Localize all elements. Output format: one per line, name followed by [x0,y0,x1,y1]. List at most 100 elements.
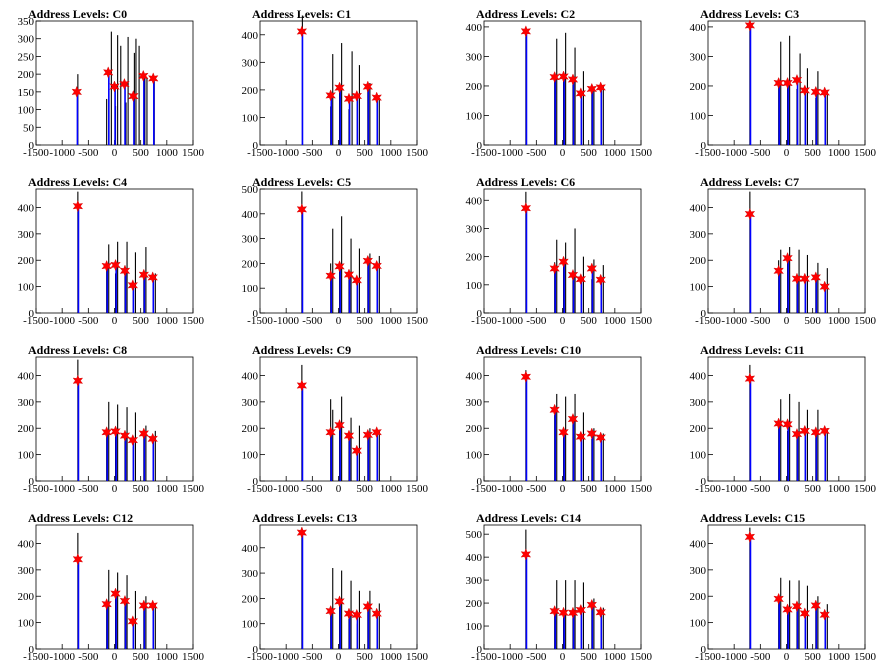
peak-marker [575,273,587,286]
y-tick-label: 200 [690,81,707,93]
y-tick-label: 300 [690,565,707,577]
peak-marker [567,268,579,281]
peak-marker [575,603,587,616]
peak-marker [520,370,532,383]
plot-frame [707,188,866,314]
y-tick-label: 100 [18,618,35,630]
y-tick-label: 200 [466,252,483,264]
x-tick-label: 0 [336,315,342,327]
y-tick-label: 200 [18,423,35,435]
chart-panel: Address Levels: C11 0 100 200 300 400 -1500 -10… [672,336,896,504]
y-tick-label: 0 [477,308,483,320]
peak-marker [362,428,374,441]
x-tick-label: -1500 [247,483,273,495]
chart-svg: Address Levels: C13 0 100 200 300 400 -1500 -10… [242,511,429,663]
x-tick-label: -1500 [471,315,497,327]
y-tick-label: 200 [466,81,483,93]
chart-panel: Address Levels: C6 0 100 200 300 400 -1500 -100… [448,168,672,336]
x-tick-label: 500 [580,147,597,159]
peak-marker [351,89,363,102]
peak-marker [71,85,83,98]
peak-marker [520,548,532,561]
y-tick-label: 300 [18,565,35,577]
y-tick-label: 0 [29,644,35,656]
peak-marker [109,80,120,93]
x-tick-label: -1000 [497,315,523,327]
peak-marker [575,87,587,100]
y-tick-label: 400 [242,30,259,42]
x-tick-label: -1500 [247,651,273,663]
peak-marker [371,91,382,104]
chart-svg: Address Levels: C10 0 100 200 300 400 -1500 -10… [466,343,653,495]
x-tick-label: -500 [526,315,547,327]
peak-marker [362,254,374,267]
x-tick-label: 0 [336,147,342,159]
chart-svg: Address Levels: C11 0 100 200 300 400 -1500 -10… [690,343,877,495]
peak-marker [334,81,345,94]
peak-marker [343,268,355,281]
peak-marker [567,606,579,619]
x-tick-label: -1500 [471,147,497,159]
chart-title: Address Levels: C7 [700,175,799,189]
y-tick-label: 200 [242,593,259,605]
y-tick-label: 100 [18,282,35,294]
peak-marker [371,259,382,272]
chart-title: Address Levels: C1 [252,7,351,21]
x-tick-label: 1500 [406,651,429,663]
x-tick-label: 1500 [854,315,877,327]
y-tick-label: 0 [701,476,707,488]
y-tick-label: 300 [466,397,483,409]
x-tick-label: -1000 [49,651,75,663]
peak-marker [138,69,149,82]
chart-svg: Address Levels: C12 0 100 200 300 400 -1500 -10… [18,511,205,663]
peak-marker [138,427,150,440]
y-tick-label: 0 [477,644,483,656]
peak-marker [325,426,336,439]
chart-panel: Address Levels: C2 0 100 200 300 400 -1500 -100… [448,0,672,168]
y-tick-label: 200 [242,85,259,97]
peak-marker [119,594,131,608]
peak-marker [72,374,84,387]
chart-svg: Address Levels: C7 0 100 200 300 400 -1500 -100… [690,175,877,327]
peak-marker [819,424,830,437]
peak-marker [810,85,822,98]
chart-svg: Address Levels: C50100200300400500-1500-… [242,175,429,327]
peak-marker [127,279,139,292]
peak-marker [791,428,803,441]
chart-svg: Address Levels: C6 0 100 200 300 400 -1500 -100… [466,175,653,327]
y-tick-label: 100 [690,282,707,294]
y-tick-label: 300 [242,568,259,580]
chart-title: Address Levels: C6 [476,175,575,189]
peak-marker [810,599,822,612]
x-tick-label: -1000 [497,147,523,159]
x-tick-label: -500 [302,315,323,327]
y-tick-label: 300 [690,397,707,409]
peak-marker [325,605,336,618]
peak-marker [773,417,784,430]
peak-marker [362,80,374,93]
x-tick-label: -500 [302,147,323,159]
peak-marker [549,403,560,416]
peak-marker [586,598,598,611]
peak-marker [558,426,569,439]
y-tick-label: 300 [466,223,483,235]
x-tick-label: 1500 [854,147,877,159]
plot-frame [259,20,418,146]
x-tick-label: 1000 [828,315,851,327]
x-tick-label: 0 [336,483,342,495]
peak-marker [819,86,830,99]
peak-marker [819,280,830,293]
y-tick-label: 0 [701,308,707,320]
chart-svg: Address Levels: C14 0 100 200 300 400 500 -1500… [466,511,653,663]
peak-marker [744,19,756,32]
y-tick-label: 400 [242,370,259,382]
chart-svg: Address Levels: C4 0 100 200 300 400 -1500 -100… [18,175,205,327]
y-tick-label: 200 [690,255,707,267]
x-tick-label: -1500 [695,651,721,663]
x-tick-label: 1500 [406,315,429,327]
y-tick-label: 300 [690,51,707,63]
y-tick-label: 300 [242,397,259,409]
chart-title: Address Levels: C14 [476,511,581,525]
x-tick-label: -1000 [497,483,523,495]
